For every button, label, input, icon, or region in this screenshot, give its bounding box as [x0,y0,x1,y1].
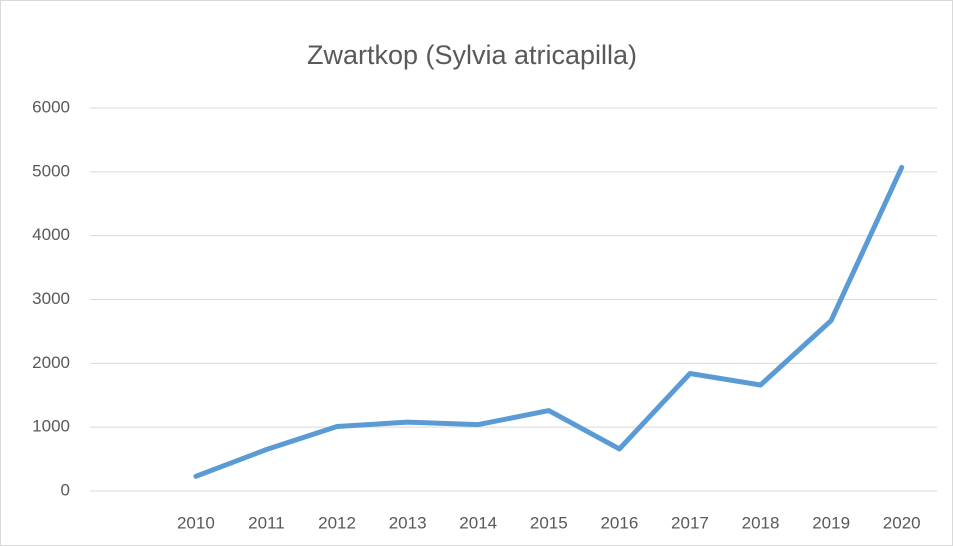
x-tick-label: 2014 [459,513,497,532]
y-tick-label: 0 [61,480,70,499]
y-tick-label: 6000 [32,97,70,116]
x-tick-label: 2019 [812,513,850,532]
y-tick-label: 4000 [32,225,70,244]
x-tick-label: 2010 [177,513,215,532]
x-tick-label: 2012 [318,513,356,532]
y-tick-label: 1000 [32,417,70,436]
x-tick-label: 2020 [883,513,921,532]
y-tick-label: 3000 [32,289,70,308]
x-tick-label: 2015 [530,513,568,532]
x-tick-label: 2011 [248,513,285,532]
y-tick-label: 2000 [32,353,70,372]
x-tick-label: 2016 [600,513,638,532]
x-tick-label: 2017 [671,513,709,532]
y-tick-label: 5000 [32,161,70,180]
x-tick-label: 2013 [389,513,427,532]
chart-title: Zwartkop (Sylvia atricapilla) [307,40,637,70]
x-tick-label: 2018 [742,513,780,532]
data-line [193,164,905,479]
